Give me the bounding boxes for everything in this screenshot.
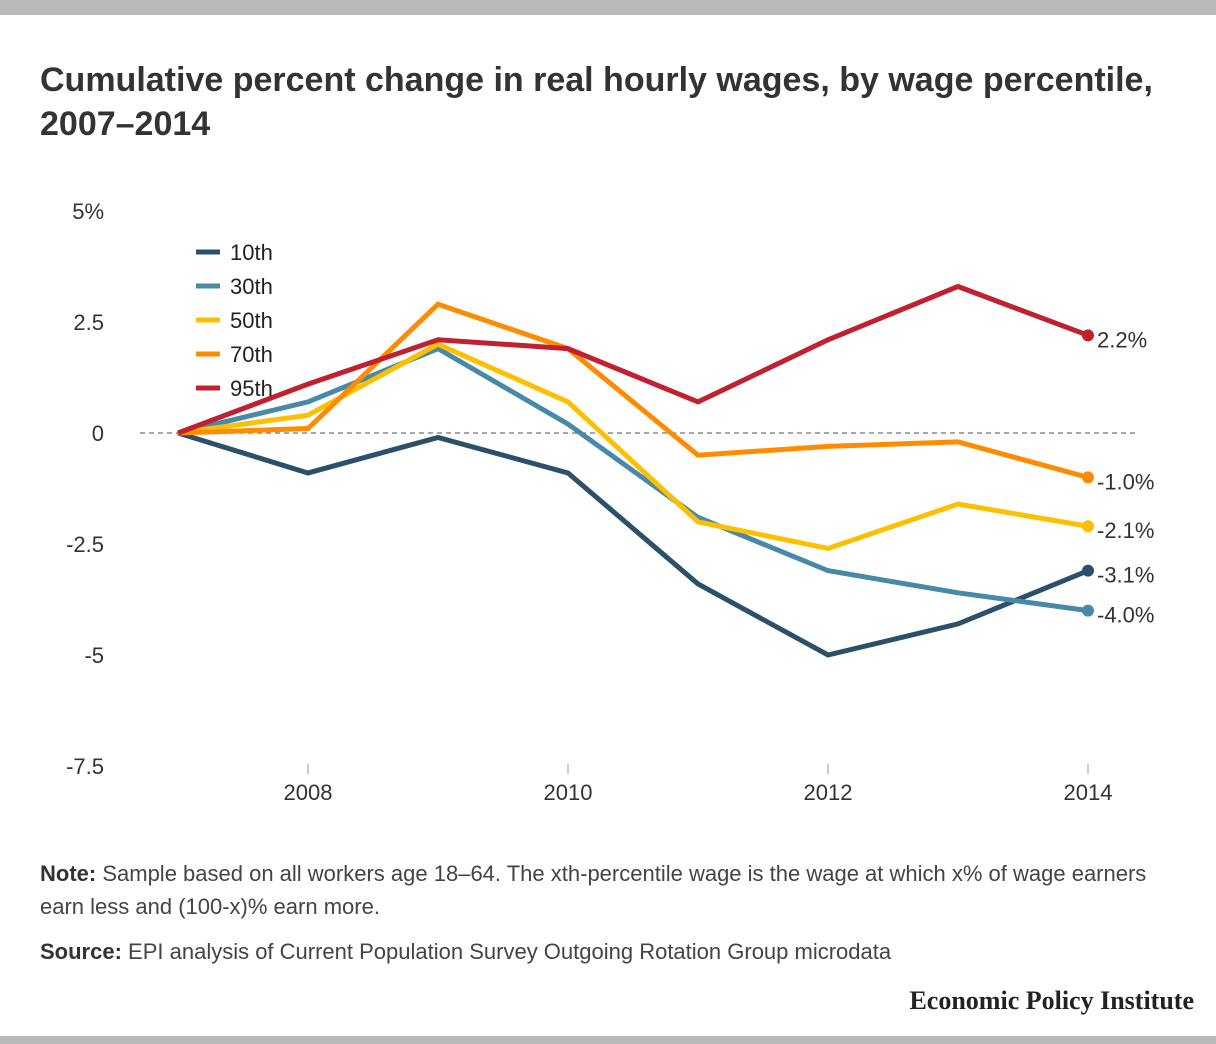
end-label-70th: -1.0% bbox=[1097, 469, 1154, 494]
end-point-70th bbox=[1082, 471, 1094, 484]
legend-label-30th: 30th bbox=[230, 274, 273, 299]
chart-note: Note: Sample based on all workers age 18… bbox=[40, 857, 1160, 923]
note-label: Note: bbox=[40, 861, 97, 886]
end-label-30th: -4.0% bbox=[1097, 603, 1154, 628]
x-tick-label: 2012 bbox=[804, 780, 853, 805]
series-line-70th bbox=[177, 301, 1089, 480]
series-line-50th bbox=[177, 341, 1089, 552]
x-tick-label: 2014 bbox=[1064, 780, 1113, 805]
end-label-95th: 2.2% bbox=[1097, 327, 1147, 352]
chart-source: Source: EPI analysis of Current Populati… bbox=[40, 935, 1160, 968]
x-tick-label: 2008 bbox=[284, 780, 333, 805]
epi-logo: Economic Policy Institute bbox=[909, 986, 1194, 1015]
end-point-95th bbox=[1082, 329, 1094, 342]
y-tick-label: -5 bbox=[84, 643, 104, 668]
legend-label-70th: 70th bbox=[230, 342, 273, 367]
bottom-border bbox=[0, 1036, 1216, 1044]
note-text: Sample based on all workers age 18–64. T… bbox=[40, 861, 1147, 919]
chart-title: Cumulative percent change in real hourly… bbox=[40, 61, 1153, 143]
top-border bbox=[0, 0, 1216, 15]
end-point-50th bbox=[1082, 520, 1094, 533]
series-line-95th bbox=[177, 283, 1089, 436]
y-tick-label: -2.5 bbox=[66, 532, 104, 557]
legend-label-10th: 10th bbox=[230, 240, 273, 265]
legend-label-95th: 95th bbox=[230, 376, 273, 401]
legend-label-50th: 50th bbox=[230, 308, 273, 333]
end-point-10th bbox=[1082, 564, 1094, 577]
series-line-30th bbox=[177, 345, 1089, 614]
y-tick-label: 2.5 bbox=[73, 310, 104, 335]
y-tick-label: -7.5 bbox=[66, 754, 104, 779]
end-label-10th: -3.1% bbox=[1097, 563, 1154, 588]
y-tick-label: 0 bbox=[92, 421, 104, 446]
y-tick-label: 5% bbox=[72, 199, 104, 224]
source-text: EPI analysis of Current Population Surve… bbox=[121, 939, 892, 964]
series-line-10th bbox=[177, 430, 1089, 658]
end-label-50th: -2.1% bbox=[1097, 518, 1154, 543]
source-label: Source: bbox=[40, 939, 122, 964]
line-chart: 5% 2.5 0 -2.5 -5 -7.5 2008 2010 2012 2014 -3.1% 10t… bbox=[66, 199, 1154, 805]
x-tick-label: 2010 bbox=[544, 780, 593, 805]
end-point-30th bbox=[1082, 604, 1094, 617]
